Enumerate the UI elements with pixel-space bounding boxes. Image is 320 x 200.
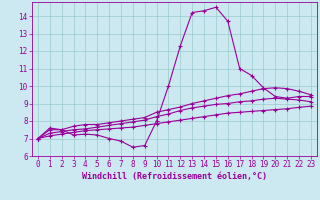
X-axis label: Windchill (Refroidissement éolien,°C): Windchill (Refroidissement éolien,°C) (82, 172, 267, 181)
